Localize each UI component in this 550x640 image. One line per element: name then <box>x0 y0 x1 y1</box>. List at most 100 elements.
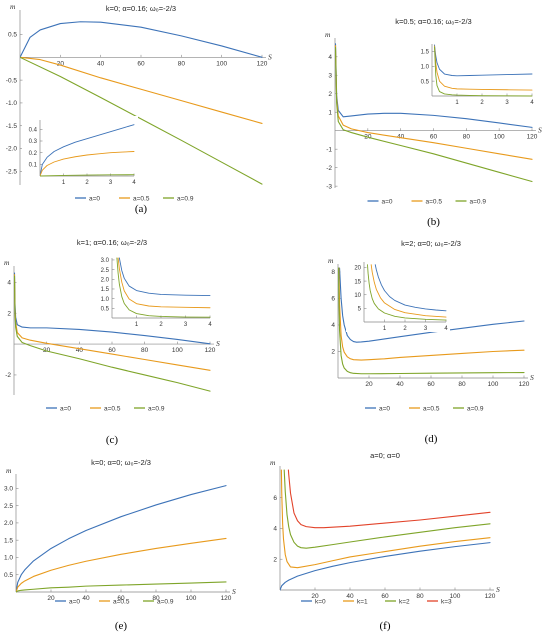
y-tick-label: 0.5 <box>421 79 430 85</box>
y-tick-label: 1 <box>328 109 332 116</box>
y-tick-label: 1.0 <box>101 297 110 303</box>
panel-label: (b) <box>427 216 440 228</box>
series-line <box>370 264 447 318</box>
x-tick-label: 4 <box>132 180 136 186</box>
legend: k=0 k=1 k=2 k=3 <box>301 599 452 606</box>
x-tick-label: 60 <box>137 60 145 67</box>
inset-background <box>22 116 138 186</box>
x-tick-label: 3 <box>184 322 188 328</box>
chart-panel-2: k=0.5; α=0.16; ω₀=-2/320 40 60 80 100 1204321… <box>325 17 542 228</box>
y-tick-label: -2.5 <box>6 169 18 176</box>
y-axis-label: m <box>270 458 276 467</box>
legend: a=0 a=0.5 a=0.9 <box>365 406 484 413</box>
series-line-a-0-9 <box>16 581 227 593</box>
y-tick-label: 2.5 <box>101 268 110 274</box>
x-tick-label: 4 <box>208 322 212 328</box>
panel-label: (e) <box>115 620 128 632</box>
legend-label: a=0 <box>379 406 390 413</box>
legend: a=0 a=0.5 a=0.9 <box>367 199 486 206</box>
y-tick-label: -2 <box>326 165 332 172</box>
y-tick-label: 15 <box>354 279 361 285</box>
y-tick-label: 2 <box>328 91 332 98</box>
y-tick-label: 0.5 <box>4 572 13 579</box>
x-tick-label: 20 <box>57 60 65 67</box>
x-axis-label: S <box>268 52 272 61</box>
chart-title: k=0; α=0; ω₀=-2/3 <box>91 458 151 467</box>
series-line-a-0-9 <box>335 46 533 183</box>
x-tick-label: 120 <box>205 347 216 354</box>
legend-label: k=2 <box>399 599 410 606</box>
legend-label: a=0 <box>60 406 71 413</box>
y-tick-label: 1.5 <box>421 50 430 56</box>
legend-label: a=0.9 <box>467 406 484 413</box>
legend-label: a=0.9 <box>148 406 165 413</box>
panel-label: (f) <box>380 620 391 632</box>
series-line-a-0 <box>20 21 263 58</box>
legend-label: a=0 <box>382 199 393 206</box>
y-tick-label: 3.0 <box>4 486 13 493</box>
x-tick-label: 100 <box>186 595 197 602</box>
y-tick-label: 0.2 <box>29 151 38 157</box>
x-tick-label: 40 <box>76 347 84 354</box>
y-tick-label: 1.5 <box>4 537 13 544</box>
legend-label: k=0 <box>315 599 326 606</box>
series-line-a-0-9 <box>14 275 211 392</box>
series-line-k-1 <box>280 469 491 569</box>
y-tick-label: 5 <box>358 307 362 313</box>
y-tick-label: 4 <box>273 526 277 533</box>
series-line <box>434 44 533 77</box>
legend: a=0 a=0.5 a=0.9 <box>55 599 174 606</box>
legend-label: a=0.5 <box>426 199 443 206</box>
legend-label: a=0.5 <box>113 599 130 606</box>
series-line <box>374 264 447 312</box>
x-tick-label: 1 <box>62 180 66 186</box>
chart-title: k=2; α=0; ω₀=-2/3 <box>401 239 461 248</box>
y-tick-label: 6 <box>273 495 277 502</box>
y-tick-label: -2.0 <box>6 146 18 153</box>
series-line-a-0-9 <box>338 267 525 375</box>
y-tick-label: -1.0 <box>6 100 18 107</box>
y-tick-label: 4 <box>331 322 335 329</box>
series-line-k-2 <box>283 469 491 549</box>
y-tick-label: 0.4 <box>29 128 38 134</box>
chart-title: a=0; α=0 <box>370 451 400 460</box>
inset-chart: 1 2 3 4 5 10 15 20 <box>346 258 450 332</box>
x-tick-label: 80 <box>178 60 186 67</box>
series-line <box>434 46 533 97</box>
y-tick-label: 1.0 <box>421 64 430 70</box>
chart-panel-1: k=0; α=0.16; ω₀=-2/3 20 40 60 80 100 120 0.5 -0.… <box>6 2 272 215</box>
legend-label: a=0.5 <box>133 196 150 203</box>
inset-chart: 1 2 3 4 0.5 1.0 1.5 <box>414 40 536 106</box>
y-tick-label: 2.0 <box>4 520 13 527</box>
series-line-a-0 <box>16 485 227 593</box>
chart-panel-6: a=0; α=0 20 40 60 80 100 120 2 4 6 Sm k=0 k=1 k=2 k=3 (… <box>270 451 500 632</box>
series-line-a-0-5 <box>20 56 263 124</box>
x-tick-label: 120 <box>519 381 530 388</box>
x-tick-label: 100 <box>488 381 499 388</box>
y-tick-label: 2 <box>273 556 277 563</box>
series-line <box>40 124 135 177</box>
y-axis-label: m <box>325 30 331 39</box>
series-line-k-3 <box>287 469 491 529</box>
x-tick-label: 40 <box>82 595 90 602</box>
legend-label: k=1 <box>357 599 368 606</box>
legend-label: a=0.9 <box>177 196 194 203</box>
legend: a=0 a=0.5 a=0.9 <box>75 196 194 203</box>
x-tick-label: 2 <box>85 180 89 186</box>
y-tick-label: 2 <box>7 310 11 317</box>
x-tick-label: 2 <box>403 326 407 332</box>
x-tick-label: 40 <box>346 593 354 600</box>
x-tick-label: 80 <box>141 347 149 354</box>
x-axis-label: S <box>530 373 534 382</box>
x-tick-label: 120 <box>527 134 538 141</box>
x-tick-label: 100 <box>450 593 461 600</box>
x-tick-label: 80 <box>152 595 160 602</box>
y-tick-label: -0.5 <box>6 77 18 84</box>
x-tick-label: 1 <box>135 322 139 328</box>
chart-title: k=0.5; α=0.16; ω₀=-2/3 <box>395 17 471 26</box>
inset-chart: 1 2 3 4 0.5 1.0 1.5 2.0 2.5 3.0 <box>94 254 214 328</box>
x-tick-label: 20 <box>365 381 373 388</box>
x-tick-label: 60 <box>430 134 438 141</box>
y-tick-label: 0.5 <box>8 32 17 39</box>
chart-title: k=0; α=0.16; ω₀=-2/3 <box>106 4 176 13</box>
